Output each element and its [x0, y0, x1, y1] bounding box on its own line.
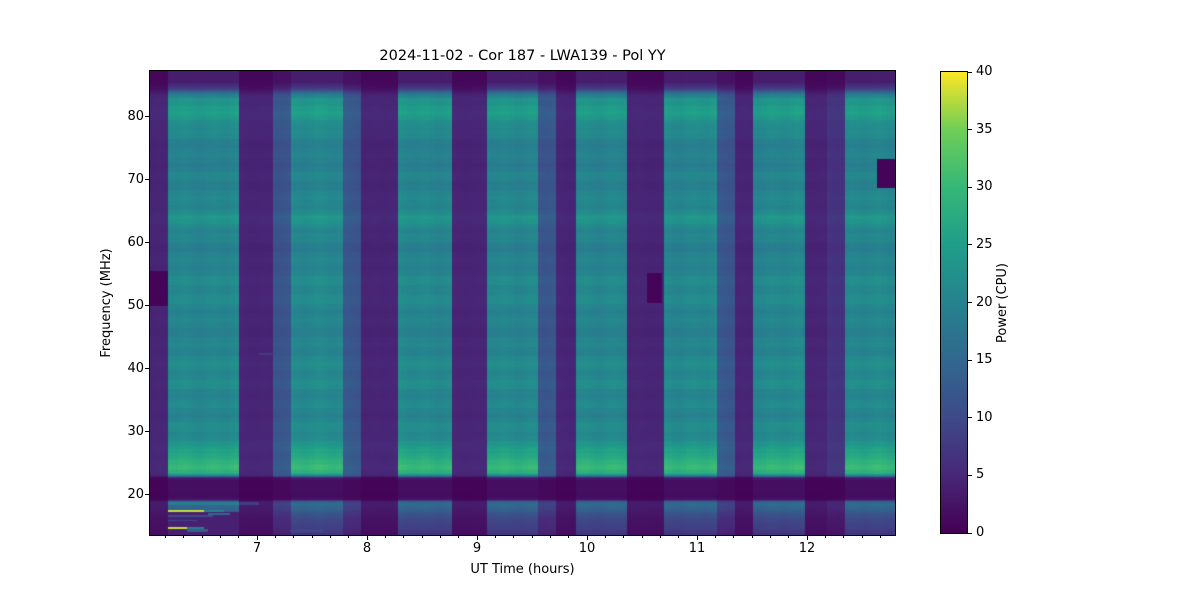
colorbar-gradient	[941, 72, 967, 533]
x-minor-tick	[348, 536, 350, 538]
x-axis-label: UT Time (hours)	[470, 562, 575, 577]
y-tick	[145, 494, 149, 496]
y-axis-label: Frequency (MHz)	[99, 248, 114, 358]
colorbar-tick-label: 10	[976, 409, 993, 425]
x-minor-tick	[659, 536, 661, 538]
x-minor-tick	[788, 536, 790, 538]
colorbar-tick-label: 40	[976, 64, 993, 79]
x-minor-tick	[219, 536, 221, 538]
y-tick-label: 60	[127, 234, 144, 250]
x-minor-tick	[183, 536, 185, 538]
x-minor-tick	[751, 536, 753, 538]
colorbar-tick-label: 35	[976, 121, 993, 137]
colorbar-tick	[968, 186, 972, 188]
x-tick	[586, 536, 588, 540]
colorbar-tick-label: 5	[976, 467, 985, 483]
y-tick	[145, 431, 149, 433]
colorbar-tick	[968, 129, 972, 131]
x-minor-tick	[201, 536, 203, 538]
y-tick	[145, 368, 149, 370]
x-minor-tick	[843, 536, 845, 538]
x-minor-tick	[439, 536, 441, 538]
colorbar-tick	[968, 71, 972, 73]
y-tick-label: 50	[127, 297, 144, 313]
x-minor-tick	[604, 536, 606, 538]
x-tick	[806, 536, 808, 540]
x-minor-tick	[421, 536, 423, 538]
x-minor-tick	[274, 536, 276, 538]
colorbar-tick	[968, 359, 972, 361]
colorbar-tick	[968, 417, 972, 419]
y-tick	[145, 116, 149, 118]
colorbar-tick	[968, 474, 972, 476]
colorbar-tick	[968, 244, 972, 246]
x-tick-label: 7	[252, 541, 262, 556]
y-tick-label: 30	[127, 423, 144, 439]
x-minor-tick	[641, 536, 643, 538]
y-tick	[145, 179, 149, 181]
x-tick-label: 10	[578, 541, 596, 556]
colorbar-tick	[968, 532, 972, 534]
x-minor-tick	[164, 536, 166, 538]
x-minor-tick	[714, 536, 716, 538]
colorbar-label: Power (CPU)	[995, 263, 1010, 344]
x-minor-tick	[824, 536, 826, 538]
colorbar-tick	[968, 302, 972, 303]
colorbar-tick-label: 25	[976, 236, 993, 252]
y-tick-label: 20	[127, 486, 144, 502]
spectrogram-heatmap	[150, 71, 895, 535]
y-tick-label: 40	[127, 360, 144, 376]
x-minor-tick	[384, 536, 386, 538]
y-tick	[145, 242, 149, 244]
x-tick-label: 11	[688, 541, 706, 556]
x-tick	[696, 536, 698, 540]
x-minor-tick	[678, 536, 680, 538]
x-minor-tick	[329, 536, 331, 538]
x-tick	[476, 536, 478, 540]
y-tick	[145, 305, 149, 307]
colorbar-tick-label: 0	[976, 525, 985, 540]
x-minor-tick	[549, 536, 551, 538]
x-minor-tick	[403, 536, 405, 538]
x-minor-tick	[568, 536, 570, 538]
x-tick-label: 9	[472, 541, 482, 556]
x-minor-tick	[861, 536, 863, 538]
colorbar-tick-label: 20	[976, 294, 993, 310]
plot-frame	[149, 70, 896, 536]
x-minor-tick	[293, 536, 295, 538]
x-minor-tick	[238, 536, 240, 538]
x-minor-tick	[879, 536, 881, 538]
x-tick	[366, 536, 368, 540]
y-tick-label: 80	[127, 108, 144, 124]
chart-title: 2024-11-02 - Cor 187 - LWA139 - Pol YY	[379, 48, 666, 64]
y-tick-label: 70	[127, 171, 144, 187]
x-minor-tick	[733, 536, 735, 538]
colorbar-tick-label: 15	[976, 352, 993, 368]
colorbar-tick-label: 30	[976, 179, 993, 195]
x-minor-tick	[513, 536, 515, 538]
x-minor-tick	[494, 536, 496, 538]
x-tick-label: 12	[798, 541, 816, 556]
x-minor-tick	[311, 536, 313, 538]
x-tick-label: 8	[362, 541, 372, 556]
x-minor-tick	[623, 536, 625, 538]
x-minor-tick	[769, 536, 771, 538]
x-minor-tick	[458, 536, 460, 538]
colorbar-frame	[940, 71, 968, 534]
x-minor-tick	[531, 536, 533, 538]
x-tick	[256, 536, 258, 540]
